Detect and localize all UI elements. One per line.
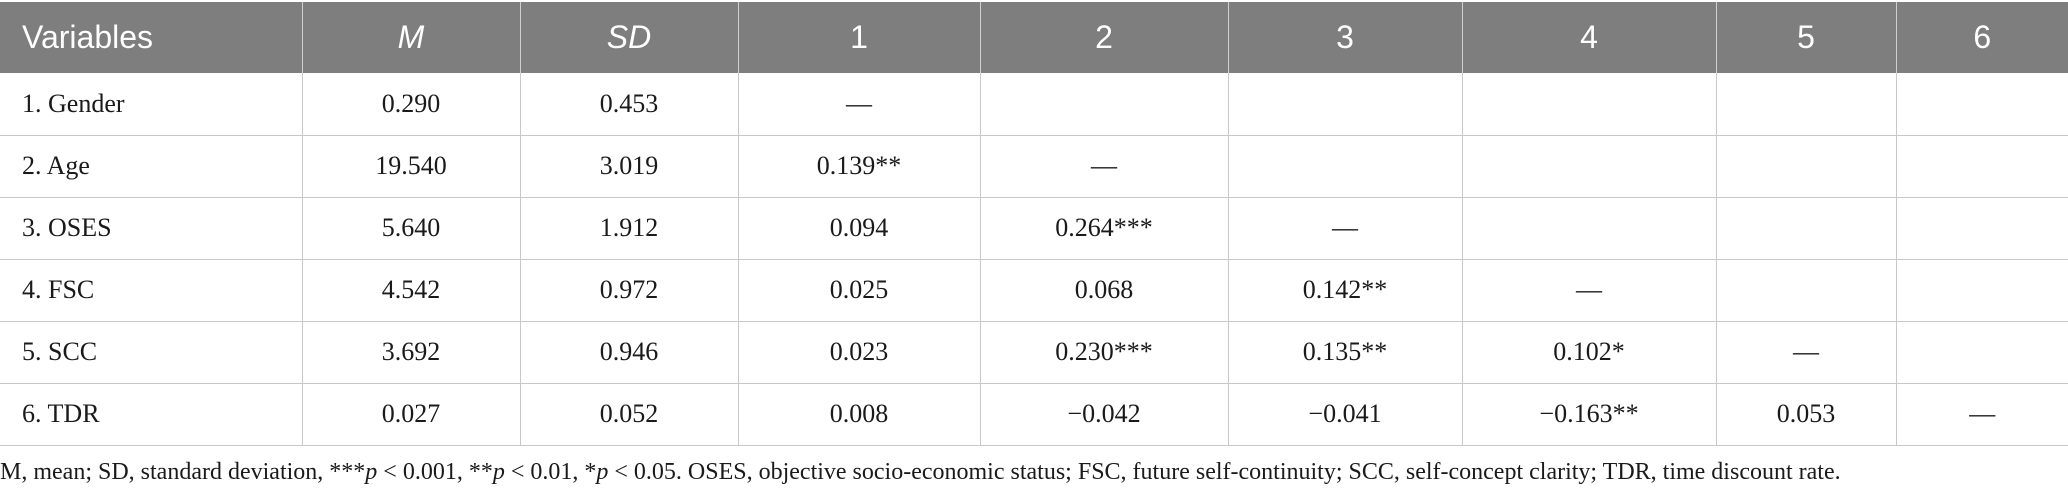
header-col-4: 4 xyxy=(1461,2,1716,73)
table-cell: −0.042 xyxy=(979,383,1228,446)
table-cell: — xyxy=(1461,259,1716,322)
table-row: 2. Age 19.540 3.019 0.139** — xyxy=(0,135,2068,198)
header-mean: M xyxy=(301,2,520,73)
table-cell: 0.025 xyxy=(737,259,980,322)
table-cell xyxy=(1227,135,1462,198)
table-row: 6. TDR 0.027 0.052 0.008 −0.042 −0.041 −… xyxy=(0,383,2068,446)
table-cell: 0.972 xyxy=(519,259,738,322)
row-variable-label: 2. Age xyxy=(0,135,302,198)
row-variable-label: 5. SCC xyxy=(0,321,302,384)
correlation-table-container: Variables M SD 1 2 3 4 5 6 1. Gender 0.2… xyxy=(0,2,2068,446)
table-cell: −0.041 xyxy=(1227,383,1462,446)
table-row: 4. FSC 4.542 0.972 0.025 0.068 0.142** — xyxy=(0,259,2068,322)
header-variables: Variables xyxy=(22,19,154,55)
table-cell xyxy=(1715,259,1896,322)
footnote-text: M, mean; SD, standard deviation, *** xyxy=(0,459,366,485)
table-cell: — xyxy=(737,73,980,136)
footnote-text: < 0.001, ** xyxy=(377,459,493,485)
header-col-2: 2 xyxy=(979,2,1228,73)
table-row: 1. Gender 0.290 0.453 — xyxy=(0,73,2068,136)
row-variable-label: 3. OSES xyxy=(0,197,302,260)
table-cell xyxy=(1461,197,1716,260)
footnote-p-symbol: p xyxy=(596,459,609,485)
table-cell: 0.052 xyxy=(519,383,738,446)
table-cell: 0.264*** xyxy=(979,197,1228,260)
table-header-row: Variables M SD 1 2 3 4 5 6 xyxy=(0,2,2068,73)
row-variable-label: 6. TDR xyxy=(0,383,302,446)
table-cell xyxy=(1461,135,1716,198)
table-cell: 0.230*** xyxy=(979,321,1228,384)
table-cell xyxy=(1895,321,2068,384)
table-cell: 0.023 xyxy=(737,321,980,384)
table-cell: 0.142** xyxy=(1227,259,1462,322)
table-cell xyxy=(1715,197,1896,260)
footnote-text: < 0.01, * xyxy=(504,459,597,485)
table-cell: 5.640 xyxy=(301,197,520,260)
header-col-5: 5 xyxy=(1715,2,1896,73)
table-cell xyxy=(1715,135,1896,198)
table-cell: 19.540 xyxy=(301,135,520,198)
row-variable-label: 1. Gender xyxy=(0,73,302,136)
table-cell: 0.094 xyxy=(737,197,980,260)
table-cell: −0.163** xyxy=(1461,383,1716,446)
table-cell xyxy=(1715,73,1896,136)
table-cell xyxy=(1895,197,2068,260)
table-cell xyxy=(1895,259,2068,322)
header-col-1: 1 xyxy=(737,2,980,73)
footnote-p-symbol: p xyxy=(365,459,378,485)
table-row: 3. OSES 5.640 1.912 0.094 0.264*** — xyxy=(0,197,2068,260)
table-cell: 0.053 xyxy=(1715,383,1896,446)
table-cell: — xyxy=(1895,383,2068,446)
table-cell: 0.946 xyxy=(519,321,738,384)
table-cell: 0.290 xyxy=(301,73,520,136)
table-cell: 4.542 xyxy=(301,259,520,322)
table-cell xyxy=(1895,135,2068,198)
table-cell: 0.008 xyxy=(737,383,980,446)
table-cell: 0.135** xyxy=(1227,321,1462,384)
table-cell xyxy=(979,73,1228,136)
table-cell: — xyxy=(1227,197,1462,260)
table-cell: — xyxy=(1715,321,1896,384)
table-footnote: M, mean; SD, standard deviation, ***p < … xyxy=(0,459,1841,486)
footnote-text: < 0.05. OSES, objective socio-economic s… xyxy=(608,459,1841,485)
table-cell xyxy=(1227,73,1462,136)
correlation-table: Variables M SD 1 2 3 4 5 6 1. Gender 0.2… xyxy=(0,2,2068,446)
table-cell: 3.692 xyxy=(301,321,520,384)
table-cell: 0.027 xyxy=(301,383,520,446)
row-variable-label: 4. FSC xyxy=(0,259,302,322)
table-cell: 0.139** xyxy=(737,135,980,198)
footnote-p-symbol: p xyxy=(492,459,505,485)
header-col-3: 3 xyxy=(1227,2,1462,73)
table-cell: — xyxy=(979,135,1228,198)
table-row: 5. SCC 3.692 0.946 0.023 0.230*** 0.135*… xyxy=(0,321,2068,384)
table-cell: 0.068 xyxy=(979,259,1228,322)
table-cell xyxy=(1461,73,1716,136)
table-cell: 0.453 xyxy=(519,73,738,136)
table-cell: 1.912 xyxy=(519,197,738,260)
header-sd: SD xyxy=(519,2,738,73)
header-col-6: 6 xyxy=(1895,2,2068,73)
table-cell xyxy=(1895,73,2068,136)
table-cell: 0.102* xyxy=(1461,321,1716,384)
table-cell: 3.019 xyxy=(519,135,738,198)
